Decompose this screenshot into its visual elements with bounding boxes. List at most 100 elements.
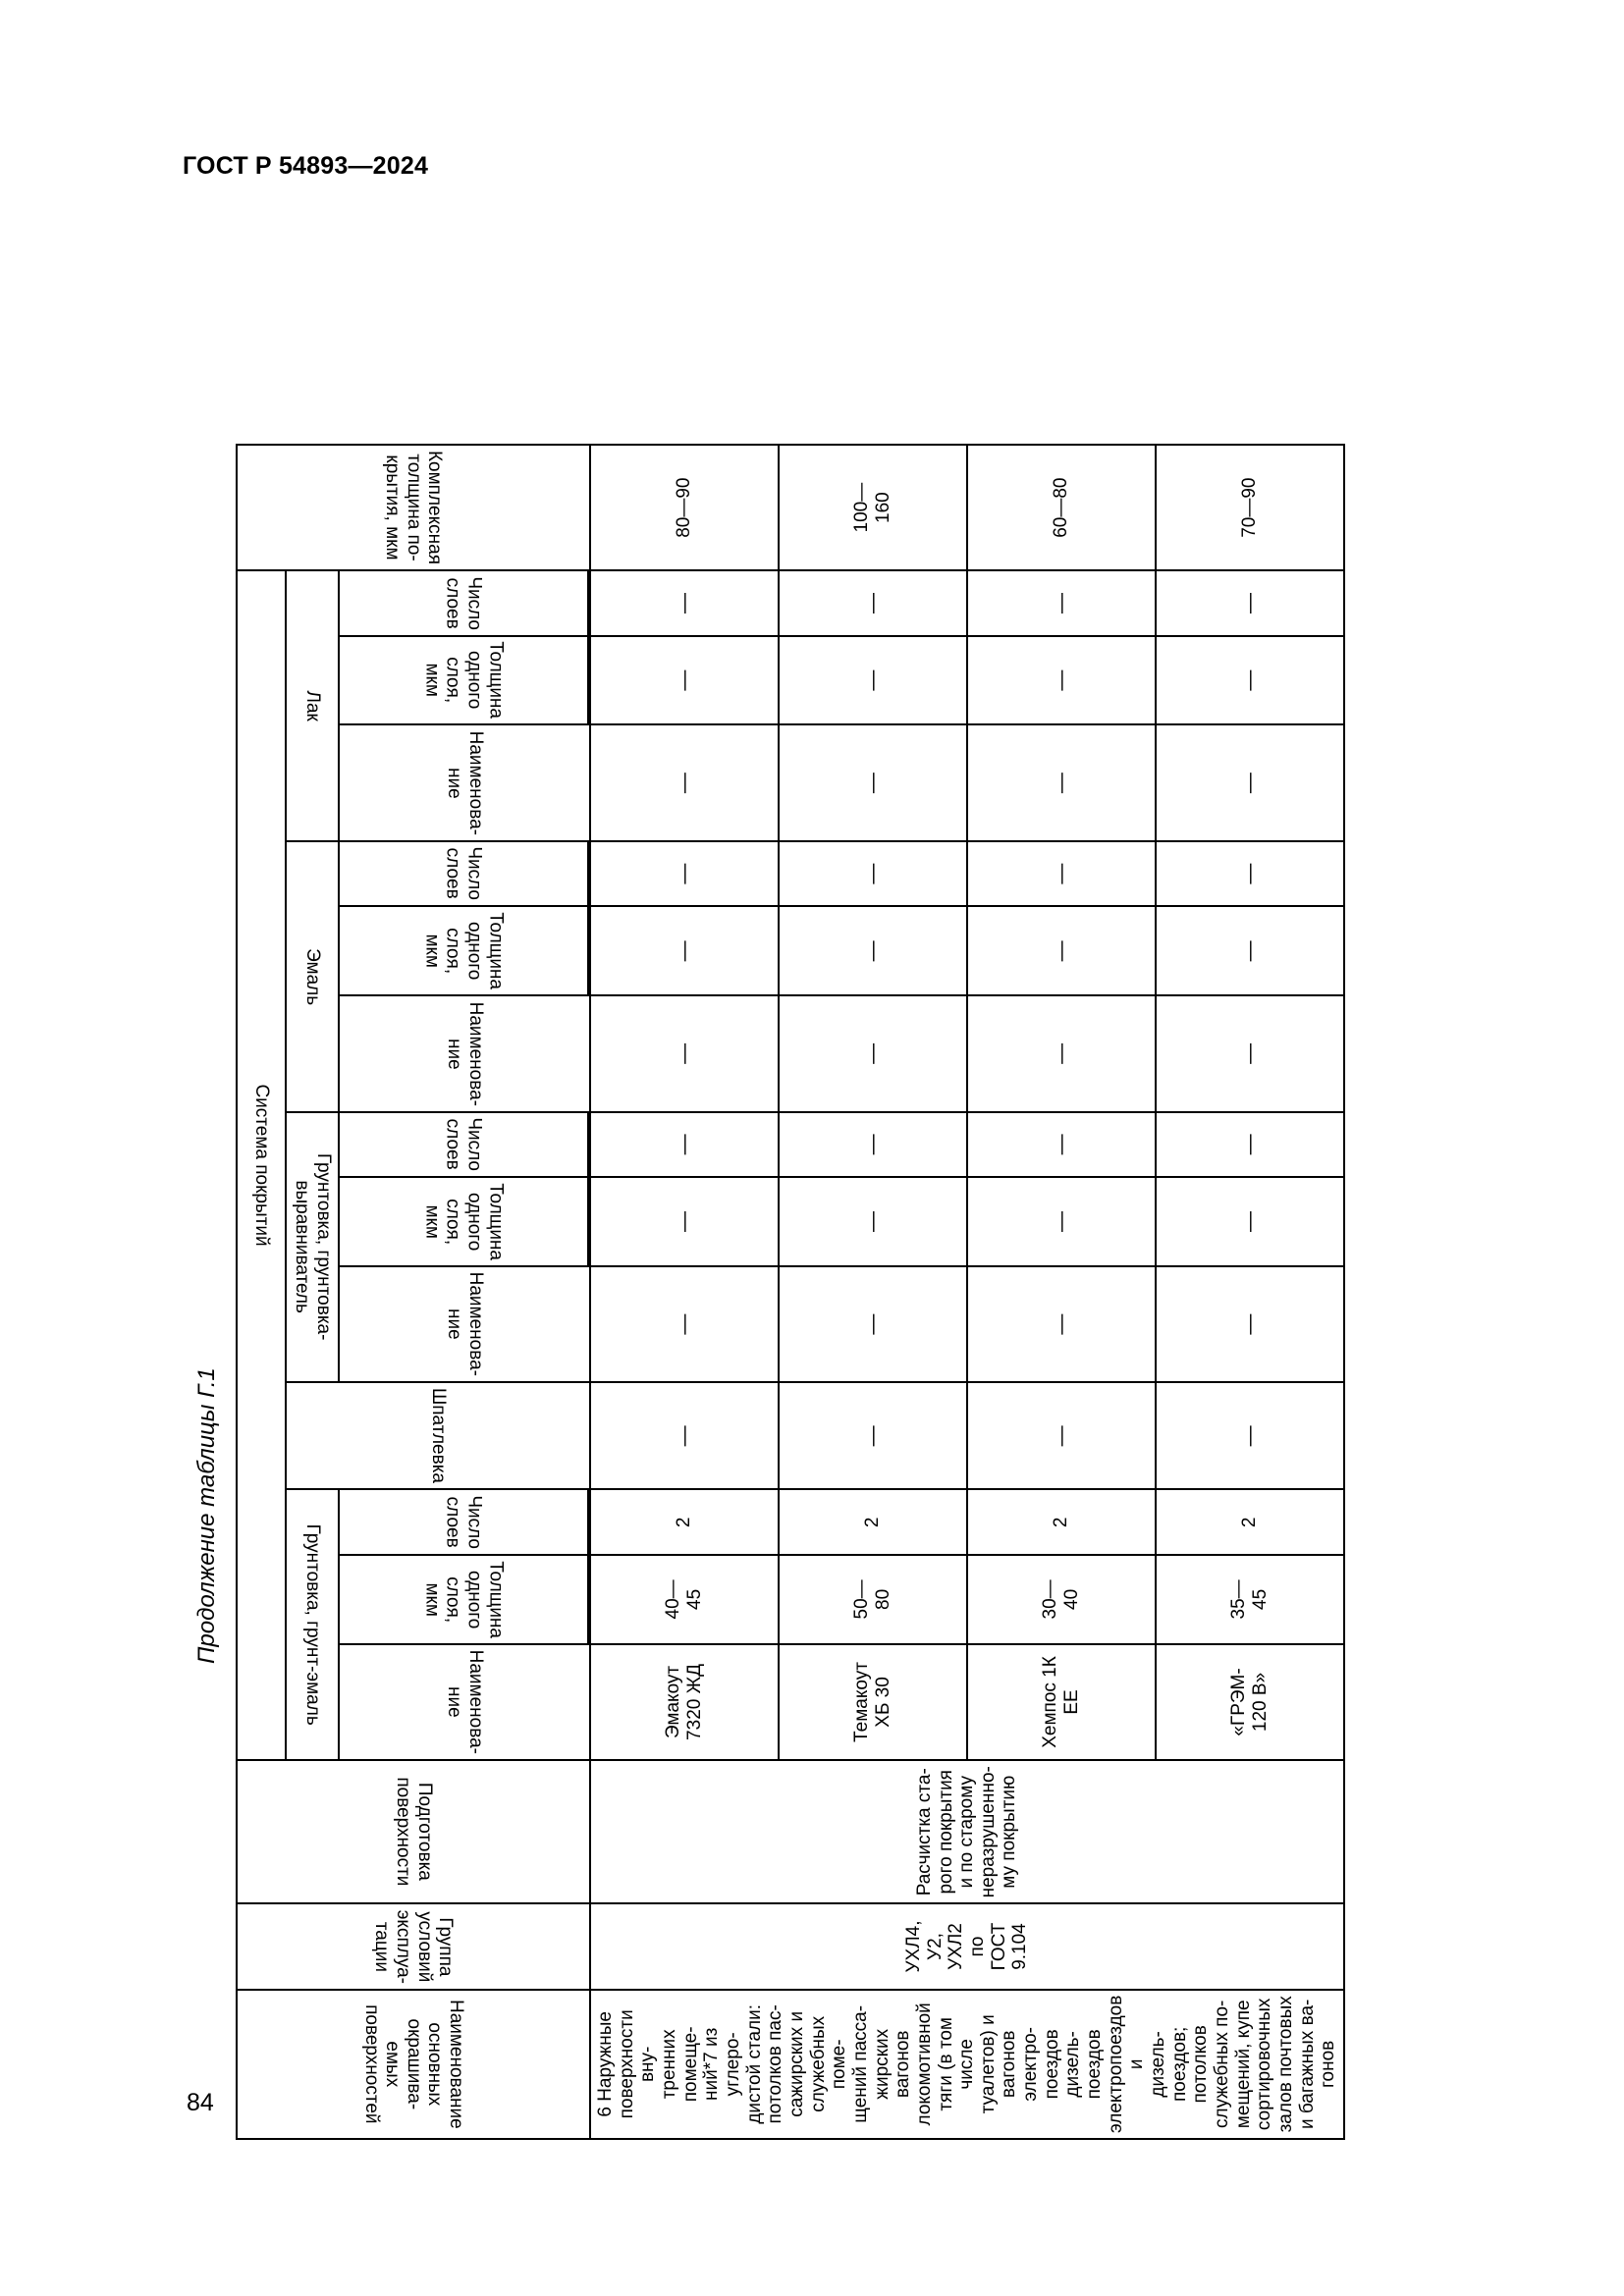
cell-va-thickness-text: — <box>861 669 884 691</box>
cell-putty-text: — <box>861 1425 884 1447</box>
cell-group: УХЛ4, У2, УХЛ2 по ГОСТ 9.104 <box>590 1903 1344 1990</box>
rotated-table-wrapper: Наименование основных окрашива- емых пов… <box>236 444 1345 2140</box>
cell-total-thickness-text: 70—90 <box>1239 477 1261 538</box>
header-pe-thickness: Толщина одного слоя, мкм <box>339 1555 588 1644</box>
cell-en-layers: — <box>590 840 779 907</box>
cell-preparation-text: Расчистка ста- рого покрытия и по старом… <box>913 1766 1020 1898</box>
cell-va-name-text: — <box>673 773 696 794</box>
header-va-layers-label: Число слоев <box>442 576 485 630</box>
header-en-thickness: Толщина одного слоя, мкм <box>339 906 588 996</box>
header-surface-label: Наименование основных окрашива- емых пов… <box>360 1999 467 2129</box>
page-number: 84 <box>187 2089 214 2116</box>
cell-total-thickness-text: 80—90 <box>674 477 695 538</box>
header-putty: Шпатлевка <box>286 1382 590 1490</box>
header-en-name-label: Наименова- ние <box>444 1001 486 1106</box>
header-pe-layers: Число слоев <box>339 1489 588 1556</box>
header-group-label: Группа условий эксплуа- тации <box>371 1909 457 1984</box>
cell-pl-layers: — <box>590 1111 779 1178</box>
cell-va-thickness-text: — <box>1237 669 1261 691</box>
cell-pe-name: Хемпос 1К ЕЕ <box>966 1643 1156 1761</box>
cell-pe-layers-text: 2 <box>674 1517 695 1528</box>
cell-en-layers: — <box>778 840 967 907</box>
cell-en-thickness: — <box>1155 906 1344 996</box>
cell-va-name-text: — <box>1237 773 1261 794</box>
cell-putty: — <box>1155 1382 1344 1490</box>
header-va-name: Наименова- ние <box>339 724 590 841</box>
header-group: Группа условий эксплуа- тации <box>237 1903 590 1990</box>
cell-va-layers: — <box>966 570 1156 636</box>
header-preparation: Подготовка поверхности <box>237 1760 590 1904</box>
cell-en-name-text: — <box>673 1042 696 1064</box>
cell-en-name: — <box>778 995 967 1112</box>
cell-surface: 6 Наружные поверхности вну- тренних поме… <box>590 1989 1344 2139</box>
cell-putty-text: — <box>1049 1425 1072 1447</box>
cell-pe-name-text: Эмакоут 7320 ЖД <box>663 1663 705 1740</box>
header-surface: Наименование основных окрашива- емых пов… <box>237 1989 590 2139</box>
cell-en-layers-text: — <box>673 863 696 884</box>
header-varnish-label: Лак <box>301 690 323 721</box>
cell-en-layers: — <box>966 840 1156 907</box>
cell-putty-text: — <box>1237 1425 1261 1447</box>
header-primer-enamel: Грунтовка, грунт-эмаль <box>286 1489 339 1761</box>
table-caption: Продолжение таблицы Г.1 <box>193 1367 220 1664</box>
header-pl-thickness: Толщина одного слоя, мкм <box>339 1177 588 1266</box>
cell-va-layers: — <box>778 570 967 636</box>
cell-pl-thickness: — <box>590 1177 779 1266</box>
cell-pl-name-text: — <box>1237 1313 1261 1335</box>
cell-en-name: — <box>1155 995 1344 1112</box>
table-row: 6 Наружные поверхности вну- тренних поме… <box>590 445 1344 2139</box>
cell-va-name: — <box>1155 724 1344 841</box>
cell-va-layers-text: — <box>673 592 696 614</box>
header-putty-label: Шпатлевка <box>427 1388 449 1484</box>
cell-en-layers-text: — <box>861 863 884 884</box>
cell-pe-thickness: 50— 80 <box>778 1555 967 1644</box>
header-pl-layers-label: Число слоев <box>442 1117 485 1172</box>
cell-putty: — <box>778 1382 967 1490</box>
cell-va-layers-text: — <box>861 592 884 614</box>
cell-en-thickness: — <box>590 906 779 996</box>
cell-pe-thickness: 30— 40 <box>966 1555 1156 1644</box>
cell-pe-thickness: 40— 45 <box>590 1555 779 1644</box>
cell-pe-layers: 2 <box>778 1489 967 1556</box>
header-coating-system: Система покрытий <box>237 570 286 1761</box>
cell-pl-thickness: — <box>966 1177 1156 1266</box>
cell-va-thickness-text: — <box>1049 669 1072 691</box>
cell-va-thickness: — <box>1155 635 1344 725</box>
cell-pe-layers-text: 2 <box>1051 1517 1072 1528</box>
header-va-thickness-label: Толщина одного слоя, мкм <box>421 641 507 720</box>
cell-pl-name: — <box>966 1265 1156 1383</box>
cell-putty-text: — <box>673 1425 696 1447</box>
cell-va-name-text: — <box>861 773 884 794</box>
header-pl-thickness-label: Толщина одного слоя, мкм <box>421 1183 507 1260</box>
header-en-layers: Число слоев <box>339 840 588 907</box>
header-primer-leveller: Грунтовка, грунтовка- выравниватель <box>286 1111 339 1383</box>
cell-va-name: — <box>966 724 1156 841</box>
cell-va-thickness: — <box>966 635 1156 725</box>
cell-total-thickness: 80—90 <box>590 445 779 571</box>
cell-pl-layers-text: — <box>1237 1134 1261 1155</box>
cell-en-thickness-text: — <box>673 940 696 962</box>
cell-pl-name: — <box>778 1265 967 1383</box>
header-va-layers: Число слоев <box>339 570 588 636</box>
header-enamel-label: Эмаль <box>301 947 323 1005</box>
cell-pe-name: «ГРЭМ- 120 В» <box>1155 1643 1344 1761</box>
cell-va-thickness: — <box>590 635 779 725</box>
cell-pe-thickness-text: 40— 45 <box>663 1579 705 1620</box>
header-pe-layers-label: Число слоев <box>442 1495 485 1550</box>
cell-en-layers-text: — <box>1049 863 1072 884</box>
cell-pl-name-text: — <box>861 1313 884 1335</box>
running-header: ГОСТ Р 54893—2024 <box>183 152 429 180</box>
cell-pe-name: Эмакоут 7320 ЖД <box>590 1643 779 1761</box>
cell-pe-layers: 2 <box>1155 1489 1344 1556</box>
cell-total-thickness-text: 100— 160 <box>851 482 893 533</box>
cell-pl-layers: — <box>966 1111 1156 1178</box>
cell-pl-thickness-text: — <box>861 1211 884 1233</box>
cell-putty: — <box>966 1382 1156 1490</box>
cell-en-thickness-text: — <box>1237 940 1261 962</box>
cell-va-layers-text: — <box>1049 592 1072 614</box>
cell-en-name-text: — <box>1049 1042 1072 1064</box>
cell-pl-name: — <box>590 1265 779 1383</box>
header-primer-enamel-label: Грунтовка, грунт-эмаль <box>301 1523 323 1726</box>
header-en-layers-label: Число слоев <box>442 846 485 901</box>
